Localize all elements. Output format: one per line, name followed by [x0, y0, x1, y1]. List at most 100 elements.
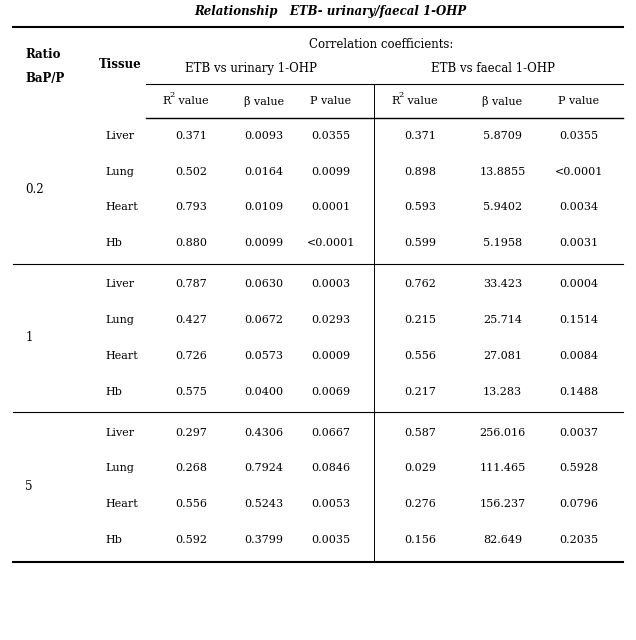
Text: 0.0667: 0.0667	[311, 428, 350, 438]
Text: 5: 5	[25, 480, 33, 493]
Text: <0.0001: <0.0001	[555, 166, 603, 177]
Text: 0.599: 0.599	[404, 238, 436, 248]
Text: Hb: Hb	[105, 535, 122, 545]
Text: ETB vs urinary 1-OHP: ETB vs urinary 1-OHP	[185, 62, 317, 75]
Text: 2: 2	[399, 91, 404, 99]
Text: 0.0084: 0.0084	[559, 351, 598, 361]
Text: β value: β value	[482, 95, 523, 107]
Text: 27.081: 27.081	[483, 351, 522, 361]
Text: 0.880: 0.880	[175, 238, 207, 248]
Text: 0.0355: 0.0355	[311, 131, 350, 141]
Text: 0.0037: 0.0037	[559, 428, 598, 438]
Text: 0.0796: 0.0796	[559, 499, 598, 509]
Text: 0.1514: 0.1514	[559, 315, 598, 325]
Text: 0.0672: 0.0672	[244, 315, 284, 325]
Text: Heart: Heart	[105, 202, 137, 212]
Text: 0.556: 0.556	[404, 351, 436, 361]
Text: Heart: Heart	[105, 351, 137, 361]
Text: 13.283: 13.283	[483, 387, 522, 397]
Text: β value: β value	[244, 95, 284, 107]
Text: Correlation coefficients:: Correlation coefficients:	[309, 38, 454, 51]
Text: 0.502: 0.502	[175, 166, 207, 177]
Text: BaP/P: BaP/P	[25, 72, 65, 84]
Text: 25.714: 25.714	[483, 315, 522, 325]
Text: 1: 1	[25, 332, 33, 344]
Text: 0.0053: 0.0053	[311, 499, 350, 509]
Text: 156.237: 156.237	[480, 499, 525, 509]
Text: R: R	[162, 96, 170, 106]
Text: 0.3799: 0.3799	[244, 535, 284, 545]
Text: 0.898: 0.898	[404, 166, 436, 177]
Text: 0.297: 0.297	[175, 428, 207, 438]
Text: Hb: Hb	[105, 387, 122, 397]
Text: 0.0035: 0.0035	[311, 535, 350, 545]
Text: 0.029: 0.029	[404, 463, 436, 474]
Text: 0.0355: 0.0355	[559, 131, 598, 141]
Text: 0.0034: 0.0034	[559, 202, 598, 212]
Text: Heart: Heart	[105, 499, 137, 509]
Text: 0.762: 0.762	[404, 279, 436, 289]
Text: <0.0001: <0.0001	[307, 238, 355, 248]
Text: 0.5243: 0.5243	[244, 499, 284, 509]
Text: 0.215: 0.215	[404, 315, 436, 325]
Text: Tissue: Tissue	[99, 58, 141, 70]
Text: Lung: Lung	[105, 166, 134, 177]
Text: 0.726: 0.726	[175, 351, 207, 361]
Text: 13.8855: 13.8855	[480, 166, 525, 177]
Text: 0.0031: 0.0031	[559, 238, 598, 248]
Text: 0.0093: 0.0093	[244, 131, 284, 141]
Text: 0.0293: 0.0293	[311, 315, 350, 325]
Text: 0.0630: 0.0630	[244, 279, 284, 289]
Text: 33.423: 33.423	[483, 279, 522, 289]
Text: 5.9402: 5.9402	[483, 202, 522, 212]
Text: Lung: Lung	[105, 463, 134, 474]
Text: Liver: Liver	[105, 428, 134, 438]
Text: 0.217: 0.217	[404, 387, 436, 397]
Text: value: value	[404, 96, 438, 106]
Text: 0.0400: 0.0400	[244, 387, 284, 397]
Text: 0.0164: 0.0164	[244, 166, 284, 177]
Text: 0.787: 0.787	[175, 279, 207, 289]
Text: 0.0009: 0.0009	[311, 351, 350, 361]
Text: value: value	[175, 96, 209, 106]
Text: 0.156: 0.156	[404, 535, 436, 545]
Text: Hb: Hb	[105, 238, 122, 248]
Text: 0.371: 0.371	[404, 131, 436, 141]
Text: Lung: Lung	[105, 315, 134, 325]
Text: Liver: Liver	[105, 131, 134, 141]
Text: 0.2035: 0.2035	[559, 535, 598, 545]
Text: 0.592: 0.592	[175, 535, 207, 545]
Text: 0.4306: 0.4306	[244, 428, 284, 438]
Text: 111.465: 111.465	[480, 463, 525, 474]
Text: Ratio: Ratio	[25, 48, 61, 61]
Text: 0.0069: 0.0069	[311, 387, 350, 397]
Text: 0.0004: 0.0004	[559, 279, 598, 289]
Text: ETB vs faecal 1-OHP: ETB vs faecal 1-OHP	[431, 62, 555, 75]
Text: R: R	[391, 96, 399, 106]
Text: 0.556: 0.556	[175, 499, 207, 509]
Text: 0.427: 0.427	[175, 315, 207, 325]
Text: 0.0573: 0.0573	[244, 351, 284, 361]
Text: 5.8709: 5.8709	[483, 131, 522, 141]
Text: 0.587: 0.587	[404, 428, 436, 438]
Text: 0.0001: 0.0001	[311, 202, 350, 212]
Text: 0.7924: 0.7924	[244, 463, 284, 474]
Text: 256.016: 256.016	[480, 428, 525, 438]
Text: 82.649: 82.649	[483, 535, 522, 545]
Text: 0.0846: 0.0846	[311, 463, 350, 474]
Text: 0.2: 0.2	[25, 183, 44, 196]
Text: 0.793: 0.793	[175, 202, 207, 212]
Text: 0.593: 0.593	[404, 202, 436, 212]
Text: 0.0099: 0.0099	[311, 166, 350, 177]
Text: Relationship   ETB- urinary/faecal 1-OHP: Relationship ETB- urinary/faecal 1-OHP	[195, 5, 467, 18]
Text: 0.268: 0.268	[175, 463, 207, 474]
Text: P value: P value	[558, 96, 599, 106]
Text: 0.0109: 0.0109	[244, 202, 284, 212]
Text: P value: P value	[310, 96, 351, 106]
Text: 0.5928: 0.5928	[559, 463, 598, 474]
Text: 0.575: 0.575	[175, 387, 207, 397]
Text: 2: 2	[170, 91, 175, 99]
Text: 5.1958: 5.1958	[483, 238, 522, 248]
Text: 0.1488: 0.1488	[559, 387, 598, 397]
Text: 0.0099: 0.0099	[244, 238, 284, 248]
